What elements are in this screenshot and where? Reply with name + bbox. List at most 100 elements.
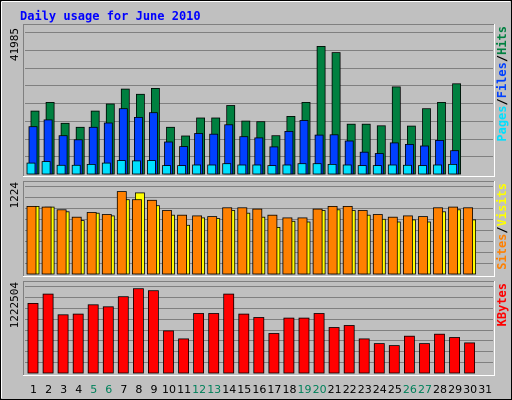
x-tick-label: 30 — [463, 383, 477, 396]
bar-pages-day-25 — [387, 164, 397, 175]
bar-kbytes-day-24 — [373, 343, 385, 374]
x-tick-label: 17 — [267, 383, 281, 396]
bar-pages-day-5 — [86, 163, 96, 175]
panel-visits-sites: 1224 Sites/Visits — [8, 181, 509, 277]
bar-sites-day-3 — [56, 209, 67, 275]
bar-kbytes-day-7 — [117, 296, 129, 374]
legend-entry: Visits — [495, 183, 509, 226]
x-tick-label: 16 — [252, 383, 266, 396]
bar-pages-day-10 — [162, 165, 171, 175]
x-tick-label: 3 — [60, 383, 67, 396]
x-tick-label: 19 — [298, 383, 312, 396]
x-tick-label: 2 — [45, 383, 52, 396]
bar-kbytes-day-1 — [27, 302, 39, 374]
bar-sites-day-26 — [402, 215, 413, 275]
x-tick-label: 21 — [328, 383, 342, 396]
bar-pages-day-12 — [192, 164, 202, 175]
bar-kbytes-day-28 — [434, 333, 445, 374]
legend-hits-files-pages: Pages/Files/Hits — [495, 26, 509, 142]
bar-pages-day-2 — [41, 161, 51, 175]
bar-pages-day-29 — [448, 163, 458, 175]
y-max-label: 41985 — [8, 28, 21, 61]
x-tick-label: 7 — [120, 383, 127, 396]
bar-kbytes-day-17 — [268, 333, 280, 374]
x-tick-label: 25 — [388, 383, 402, 396]
bar-sites-day-4 — [71, 216, 82, 275]
bar-sites-day-9 — [146, 199, 157, 275]
bar-kbytes-day-10 — [163, 330, 174, 374]
panel-kbytes: 1222504 KBytes — [8, 281, 509, 376]
bar-sites-day-24 — [372, 214, 383, 275]
bar-sites-day-23 — [357, 210, 368, 275]
x-tick-label: 1 — [30, 383, 37, 396]
bar-sites-day-6 — [101, 214, 112, 275]
x-tick-label: 29 — [448, 383, 462, 396]
bar-kbytes-day-14 — [223, 293, 235, 374]
bar-kbytes-day-3 — [57, 314, 69, 374]
bar-sites-day-25 — [387, 216, 398, 275]
bar-pages-day-28 — [433, 164, 442, 175]
bar-pages-day-18 — [282, 164, 292, 175]
bar-sites-day-13 — [207, 216, 218, 275]
bar-kbytes-day-13 — [208, 313, 220, 374]
bar-pages-day-4 — [71, 164, 81, 175]
x-tick-label: 22 — [343, 383, 357, 396]
x-tick-label: 28 — [433, 383, 447, 396]
bar-kbytes-day-25 — [388, 345, 400, 374]
bar-sites-day-27 — [418, 216, 428, 275]
panel-hits-files-pages: 41985 Pages/Files/Hits — [8, 24, 509, 177]
bar-pages-day-1 — [26, 162, 36, 175]
x-tick-label: 24 — [373, 383, 387, 396]
x-tick-label: 31 — [478, 383, 492, 396]
legend-entry: KBytes — [495, 283, 509, 326]
bar-sites-day-12 — [192, 215, 203, 275]
bar-sites-day-20 — [312, 208, 323, 275]
bar-sites-day-16 — [252, 208, 263, 275]
bar-pages-day-16 — [252, 164, 262, 175]
bar-sites-day-14 — [222, 207, 233, 275]
bar-sites-day-5 — [86, 212, 97, 275]
bar-kbytes-day-8 — [132, 288, 144, 374]
bar-kbytes-day-20 — [313, 313, 325, 374]
bar-sites-day-10 — [162, 210, 172, 275]
bar-pages-day-13 — [207, 164, 217, 175]
bar-pages-day-15 — [237, 164, 247, 175]
bar-sites-day-22 — [342, 205, 353, 275]
legend-kbytes: KBytes — [495, 283, 509, 326]
bar-pages-day-27 — [418, 165, 427, 175]
legend-entry: Pages — [495, 106, 509, 142]
bar-kbytes-day-21 — [328, 327, 340, 374]
bar-pages-day-21 — [327, 163, 337, 175]
bar-pages-day-14 — [222, 163, 232, 175]
bar-kbytes-day-18 — [283, 317, 295, 374]
bar-pages-day-23 — [357, 165, 367, 175]
legend-entry: Sites — [495, 234, 509, 270]
bar-sites-day-8 — [131, 199, 142, 275]
chart-title: Daily usage for June 2010 — [20, 9, 201, 23]
bar-kbytes-day-15 — [238, 313, 250, 374]
bar-sites-day-30 — [463, 207, 474, 275]
x-tick-label: 26 — [403, 383, 417, 396]
bar-kbytes-day-11 — [178, 338, 190, 374]
bar-sites-day-18 — [282, 217, 293, 275]
legend-entry: Hits — [495, 26, 509, 55]
x-tick-label: 14 — [222, 383, 236, 396]
x-tick-label: 10 — [162, 383, 176, 396]
x-tick-label: 4 — [75, 383, 82, 396]
bar-kbytes-day-12 — [193, 313, 205, 374]
x-tick-label: 12 — [192, 383, 206, 396]
bar-kbytes-day-4 — [72, 313, 84, 374]
bar-kbytes-day-22 — [343, 325, 355, 374]
bar-pages-day-7 — [116, 160, 126, 175]
bar-sites-day-11 — [177, 214, 188, 275]
bar-pages-day-22 — [342, 164, 352, 175]
bar-kbytes-day-30 — [464, 342, 476, 374]
bar-sites-day-29 — [448, 206, 459, 275]
bar-sites-day-1 — [26, 205, 37, 275]
x-tick-label: 20 — [313, 383, 327, 396]
x-tick-label: 27 — [418, 383, 432, 396]
legend-entry: Files — [495, 62, 509, 98]
bar-kbytes-day-2 — [42, 293, 54, 374]
bar-kbytes-day-23 — [358, 338, 370, 374]
